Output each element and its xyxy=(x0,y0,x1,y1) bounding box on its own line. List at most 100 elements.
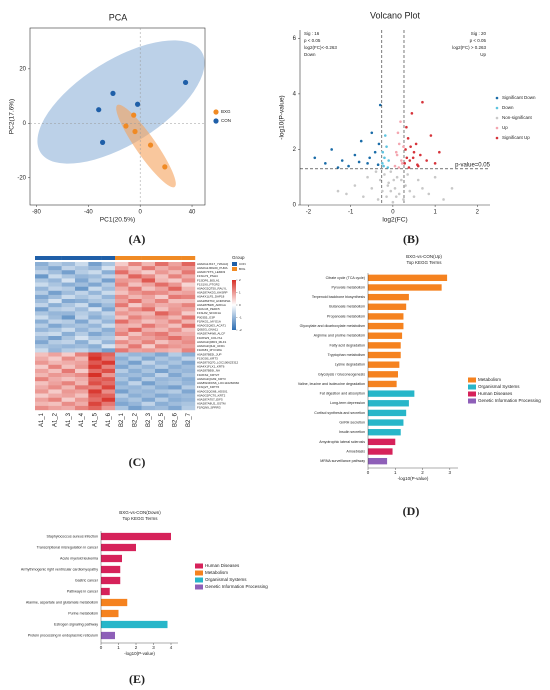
heat-cell xyxy=(141,368,156,374)
point xyxy=(416,163,419,167)
heat-cell xyxy=(115,262,129,267)
point xyxy=(442,198,445,201)
heat-cell xyxy=(168,311,182,316)
heat-cell xyxy=(48,311,62,316)
point xyxy=(131,112,137,118)
column-label: A1_3 xyxy=(66,412,72,427)
bar xyxy=(368,361,400,368)
heat-cell xyxy=(181,385,196,390)
heat-cell xyxy=(88,282,102,287)
heat-cell xyxy=(61,385,76,390)
heat-cell xyxy=(141,299,156,304)
heat-cell xyxy=(61,360,76,365)
panel-label: (E) xyxy=(129,672,145,686)
heat-cell xyxy=(48,356,62,361)
point xyxy=(392,178,396,182)
heat-cell xyxy=(88,290,102,296)
point xyxy=(182,79,189,86)
legend-marker xyxy=(495,116,499,120)
heat-cell xyxy=(35,270,49,275)
heat-cell xyxy=(155,389,169,394)
legend-swatch xyxy=(232,267,237,271)
bar xyxy=(368,457,388,465)
x-tick-label: 0 xyxy=(367,470,370,475)
heat-cell xyxy=(181,352,196,357)
heat-cell xyxy=(35,307,49,312)
legend-label: Genetic Information Processing xyxy=(205,584,268,589)
heat-cell xyxy=(155,340,169,345)
row-label: A0A287BE5I_JUP xyxy=(197,352,222,356)
category-label: Staphylococcus aureus infection xyxy=(46,534,98,538)
point xyxy=(368,156,371,160)
point xyxy=(416,178,420,182)
heat-cell xyxy=(181,299,196,304)
heat-cell xyxy=(155,364,169,370)
heat-cell xyxy=(155,290,169,296)
heat-cell xyxy=(128,340,142,345)
point xyxy=(406,137,410,140)
legend-swatch xyxy=(468,384,476,390)
heat-cell xyxy=(141,364,156,370)
heat-cell xyxy=(75,336,89,341)
heat-cell xyxy=(88,368,102,374)
heat-cell xyxy=(181,393,196,398)
heat-cell xyxy=(101,286,116,291)
heat-cell xyxy=(88,360,102,365)
heat-cell xyxy=(128,389,142,394)
heat-cell xyxy=(155,397,169,402)
heat-cell xyxy=(128,352,142,357)
point xyxy=(366,162,369,165)
y-tick-label: 2 xyxy=(293,147,297,153)
category-label: Estrogen signaling pathway xyxy=(54,622,98,626)
heat-cell xyxy=(88,389,102,394)
heat-cell xyxy=(155,331,169,337)
heat-cell xyxy=(88,315,102,320)
heat-cell xyxy=(128,303,142,308)
heat-cell xyxy=(88,385,102,390)
category-label: Glycolysis / Gluconeogenesis xyxy=(318,372,365,376)
heat-cell xyxy=(155,270,169,275)
heat-cell xyxy=(88,344,102,349)
legend-label: Metabolism xyxy=(478,377,501,382)
group-bar xyxy=(61,256,76,260)
bar xyxy=(368,448,393,455)
point xyxy=(393,164,397,168)
heat-cell xyxy=(75,393,89,398)
heat-cell xyxy=(168,381,182,386)
heat-cell xyxy=(128,266,142,271)
column-label: B2_6 xyxy=(173,412,179,427)
heat-cell xyxy=(168,352,182,357)
legend-label: Significant Up xyxy=(502,135,530,140)
point xyxy=(373,150,377,154)
heat-cell xyxy=(168,282,182,287)
heat-cell xyxy=(101,356,116,361)
heat-cell xyxy=(61,368,76,374)
heat-cell xyxy=(48,373,62,378)
heat-cell xyxy=(155,303,169,308)
bar xyxy=(368,419,404,426)
heat-cell xyxy=(141,381,156,386)
heat-cell xyxy=(35,274,49,279)
heat-cell xyxy=(115,405,129,411)
point xyxy=(419,153,422,157)
heat-cell xyxy=(128,344,142,349)
legend-label: Organismal Systems xyxy=(205,577,247,582)
heat-cell xyxy=(168,389,182,394)
heat-cell xyxy=(181,290,196,296)
point xyxy=(378,178,382,182)
row-label: A0A287B28I_ARFGA xyxy=(197,303,226,307)
heat-cell xyxy=(141,294,156,300)
legend-marker xyxy=(495,136,499,140)
row-label: F1SQ27_KRT76 xyxy=(197,385,219,389)
bar xyxy=(368,438,396,446)
heat-cell xyxy=(181,397,196,402)
heat-cell xyxy=(48,294,62,300)
heat-cell xyxy=(88,303,102,308)
heat-cell xyxy=(75,377,89,382)
heat-cell xyxy=(88,278,102,283)
heat-cell xyxy=(88,323,102,328)
point xyxy=(353,153,357,157)
heat-cell xyxy=(48,262,62,267)
row-label: A0A0G2QMD3_MLF1 xyxy=(197,340,227,344)
heat-cell xyxy=(115,311,129,316)
